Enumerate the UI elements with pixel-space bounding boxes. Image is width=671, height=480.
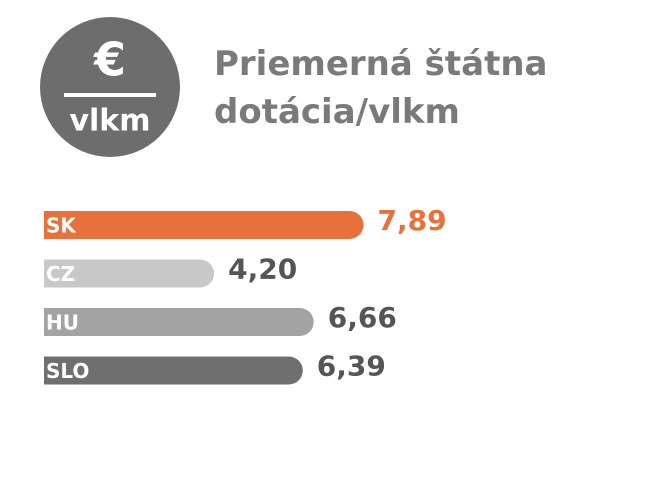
category-label: HU <box>46 311 79 335</box>
chart-title: Priemerná štátna dotácia/vlkm <box>214 44 548 132</box>
category-label: SK <box>46 214 77 238</box>
category-label: CZ <box>46 262 75 286</box>
category-label: SLO <box>46 359 89 383</box>
value-label: 6,66 <box>328 301 397 334</box>
value-label: 6,39 <box>317 350 386 383</box>
icon-symbol: € <box>93 33 126 87</box>
bar <box>44 211 364 239</box>
bar <box>44 259 215 288</box>
icon-circle <box>40 17 180 157</box>
value-label: 7,89 <box>378 204 447 237</box>
value-label: 4,20 <box>228 253 297 286</box>
icon-label: vlkm <box>69 104 150 139</box>
bar <box>44 308 314 337</box>
bar <box>44 356 303 385</box>
